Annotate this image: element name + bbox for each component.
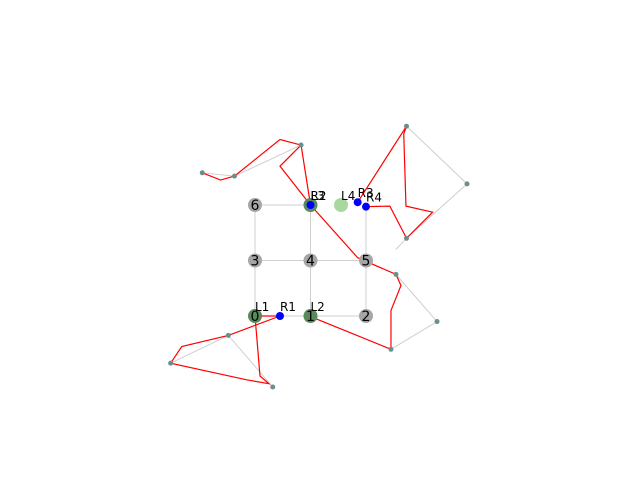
waypoint [199,170,205,176]
waypoint [168,360,174,366]
label-l1: L1 [255,300,269,314]
gray-edge [234,144,302,177]
red-path [357,125,434,240]
gray-edge [170,334,229,364]
node-label: 0 [251,309,260,325]
red-paths [169,125,434,385]
waypoint [225,332,231,338]
label-l3: L3 [311,189,325,203]
gray-edge [395,237,407,250]
label-l2: L2 [311,300,325,314]
node-label: 6 [251,198,260,214]
red-path [310,204,402,351]
graph-nodes: 0 1 2 3 4 5 6 [248,198,373,325]
red-path [202,138,312,206]
waypoint [270,384,276,390]
marker-r1 [275,312,284,320]
waypoint [464,181,470,187]
waypoint [231,173,237,179]
waypoints [168,123,470,390]
red-path [279,144,311,206]
node-label: 2 [362,309,371,325]
grid-edges [254,204,367,317]
gray-edges [170,125,468,388]
label-r3: R3 [358,186,374,200]
label-r4: R4 [366,191,382,205]
gray-edge [390,321,438,350]
graph-node [359,309,373,323]
node-label: 5 [362,254,371,270]
waypoint [393,271,399,277]
graph-node [303,253,318,268]
gray-edge [395,274,438,322]
gray-edge [227,335,274,388]
graph-node [359,253,373,268]
gray-edge [202,172,235,177]
label-r2: R2 [311,189,327,203]
waypoint [404,235,410,241]
graph-node [303,309,318,323]
gray-edge [406,183,468,239]
marker-r3 [353,198,362,207]
waypoint [298,142,304,148]
node-label: 1 [306,309,315,325]
waypoint [404,123,410,129]
node-label: 3 [251,254,260,270]
node-label: 4 [306,254,315,270]
waypoint [434,319,440,325]
waypoint [388,346,394,352]
graph-node [248,309,262,323]
marker-r2 [306,201,315,209]
blue-markers [275,198,370,320]
gray-edge [406,125,468,185]
graph-node [334,198,349,212]
graph-node [248,253,262,268]
red-path [169,315,271,385]
marker-r4 [362,202,370,211]
graph-node [248,198,262,212]
label-r1: R1 [280,300,296,314]
label-l4: L4 [341,189,355,203]
